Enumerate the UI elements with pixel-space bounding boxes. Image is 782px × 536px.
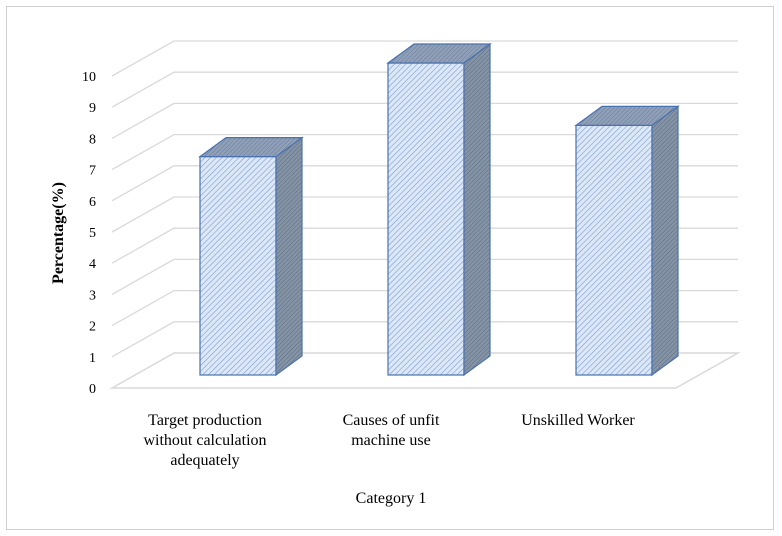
x-tick-label: Causes of unfit machine use [343,412,440,449]
x-category-labels: Target production without calculation adeq… [143,412,635,469]
y-tick-label: 2 [89,320,96,335]
y-tick-label: 10 [82,70,96,85]
y-tick-labels: 0 1 2 3 4 5 6 7 8 9 10 [82,70,96,397]
gridline [111,227,738,264]
y-tick-label: 9 [89,101,96,116]
gridline [111,102,738,139]
gridline [111,196,738,233]
y-tick-label: 5 [89,226,96,241]
y-tick-label: 4 [89,257,96,272]
y-tick-label: 6 [89,195,96,210]
gridline [111,258,738,295]
y-axis-title: Percentage(%) [50,182,67,284]
gridline [111,40,738,77]
x-axis-title: Category 1 [356,490,427,507]
bar-front-face [387,62,465,376]
y-tick-label: 8 [89,132,96,147]
gridline [111,133,738,171]
bar-top-face [386,43,492,64]
bar [574,105,680,377]
bar-side-face [651,105,679,377]
gridline [111,321,738,358]
y-tick-label: 7 [89,164,96,179]
bar-side-face [275,136,303,377]
gridline [111,289,738,327]
y-tick-label: 1 [89,351,96,366]
x-tick-label: Target production without calculation adeq… [143,412,266,469]
bar [198,136,304,377]
gridline [111,165,738,202]
bar-top-face [574,105,680,127]
gridline [111,71,738,108]
y-tick-label: 3 [89,288,96,303]
x-tick-label: Unskilled Worker [521,412,635,429]
bars [198,42,680,377]
bar-front-face [199,156,277,376]
bar-side-face [463,42,491,377]
bar-top-face [198,137,304,158]
y-tick-label: 0 [89,382,96,397]
bar-front-face [575,124,653,376]
gridlines [111,40,738,358]
bar [386,42,492,377]
